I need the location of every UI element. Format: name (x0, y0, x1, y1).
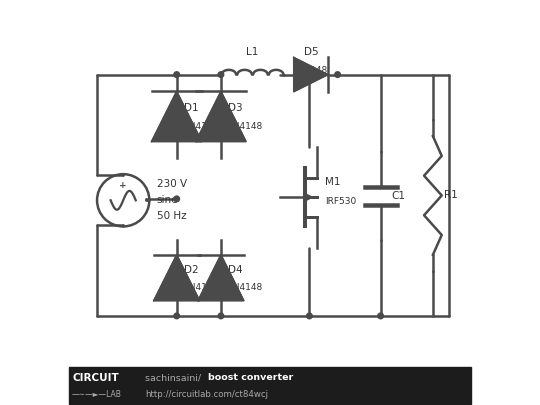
Circle shape (218, 72, 224, 77)
Text: 1N4148: 1N4148 (228, 283, 264, 292)
Text: 1N4148: 1N4148 (184, 283, 219, 292)
Text: http://circuitlab.com/ct84wcj: http://circuitlab.com/ct84wcj (145, 390, 268, 399)
Circle shape (307, 313, 312, 319)
Text: D4: D4 (228, 265, 243, 275)
Text: IRF530: IRF530 (325, 197, 356, 206)
Circle shape (174, 72, 179, 77)
Text: 1N4148: 1N4148 (228, 122, 264, 131)
Text: 1N4148: 1N4148 (184, 122, 219, 131)
Polygon shape (152, 91, 202, 141)
Text: D1: D1 (184, 103, 199, 113)
Text: 50 Hz: 50 Hz (157, 211, 186, 222)
Text: sine: sine (157, 195, 178, 205)
Text: —∼—►—LAB: —∼—►—LAB (72, 390, 122, 399)
Text: CIRCUIT: CIRCUIT (72, 373, 119, 383)
Text: boost converter: boost converter (208, 373, 293, 382)
Text: C1: C1 (392, 191, 406, 201)
Bar (69, 367, 471, 404)
Circle shape (378, 313, 383, 319)
Text: 230 V: 230 V (157, 179, 187, 189)
Circle shape (218, 313, 224, 319)
Circle shape (174, 196, 179, 202)
Text: D3: D3 (228, 103, 243, 113)
Text: R1: R1 (444, 190, 458, 200)
Text: +: + (119, 181, 127, 190)
Circle shape (174, 313, 179, 319)
Text: sachinsaini/: sachinsaini/ (145, 373, 205, 382)
Text: D2: D2 (184, 265, 199, 275)
Polygon shape (154, 255, 200, 301)
Text: 1N4148: 1N4148 (293, 66, 328, 75)
Polygon shape (294, 58, 328, 92)
Text: M1: M1 (325, 177, 340, 187)
Text: D5: D5 (303, 47, 318, 58)
Polygon shape (196, 91, 246, 141)
Polygon shape (198, 255, 244, 301)
Text: L1: L1 (246, 47, 259, 58)
Circle shape (335, 72, 340, 77)
Circle shape (307, 72, 312, 77)
